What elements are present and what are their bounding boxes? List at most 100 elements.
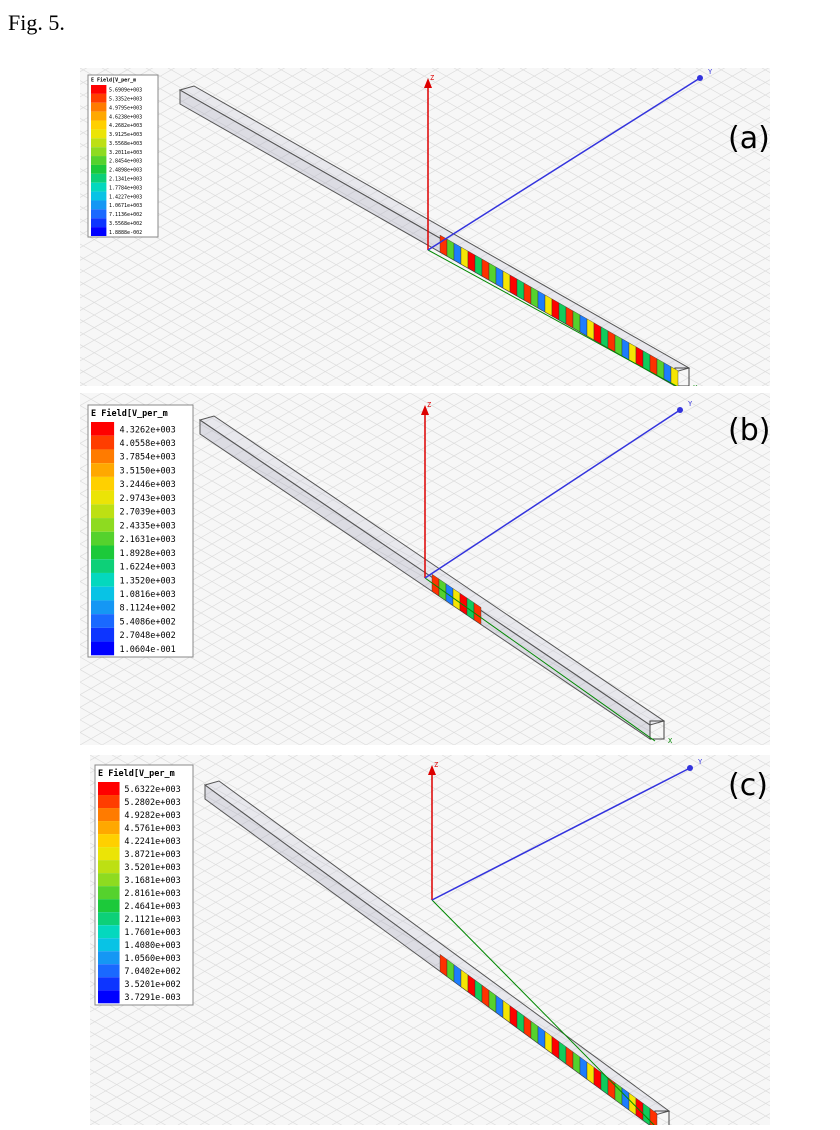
grid <box>573 1012 770 1125</box>
x-axis <box>424 577 656 742</box>
grid <box>0 345 54 745</box>
grid <box>761 381 770 386</box>
grid <box>365 154 770 386</box>
legend-value: 3.2011e+003 <box>109 150 142 156</box>
grid <box>519 393 770 537</box>
legend-swatch <box>91 147 107 157</box>
legend-swatch <box>91 93 107 103</box>
y-arrow <box>687 765 693 771</box>
grid <box>90 755 387 925</box>
grid <box>80 68 506 311</box>
grid <box>761 393 770 398</box>
legend-swatch <box>98 990 120 1004</box>
legend-value: 3.5568e+002 <box>109 221 142 227</box>
legend-value: 2.4335e+003 <box>120 521 176 531</box>
grid <box>90 755 585 1038</box>
grid <box>90 1081 167 1125</box>
legend-swatch <box>98 964 120 978</box>
grid <box>199 798 770 1125</box>
grid <box>375 755 770 981</box>
grid <box>794 755 840 1130</box>
grid <box>80 68 572 349</box>
legend-value: 1.7601e+003 <box>124 928 180 938</box>
grid <box>90 842 585 1125</box>
grid <box>0 725 42 1125</box>
grid <box>255 91 770 386</box>
grid <box>816 755 840 1130</box>
z-arrow <box>421 405 429 415</box>
legend-swatch <box>91 531 115 546</box>
legend-value: 4.2682e+003 <box>109 123 142 129</box>
grid <box>485 755 770 918</box>
legend-value: 3.7854e+003 <box>120 453 176 463</box>
legend-swatch <box>91 641 115 656</box>
legend-value: 2.8454e+003 <box>109 159 142 165</box>
legend-value: 2.1341e+003 <box>109 176 142 182</box>
grid <box>431 192 770 386</box>
grid <box>409 179 770 386</box>
grid <box>828 0 840 386</box>
grid <box>80 218 374 386</box>
grid <box>233 79 770 386</box>
legend-swatch <box>98 886 120 900</box>
legend-swatch <box>98 925 120 939</box>
grid <box>211 68 770 386</box>
legend-value: 5.2802e+003 <box>124 798 180 808</box>
x-axis <box>427 249 678 386</box>
grid <box>343 501 770 745</box>
grid <box>90 1006 299 1125</box>
grid <box>101 68 660 386</box>
grid <box>90 755 717 1113</box>
grid <box>343 142 770 386</box>
panel: X Z Y E Field[V_per_m 5.6909e+003 5.3352e+003… <box>80 0 840 468</box>
port <box>649 720 665 740</box>
grid <box>563 626 770 745</box>
legend-value: 1.7784e+003 <box>109 185 142 191</box>
legend-swatch <box>91 435 115 450</box>
legend-swatch <box>91 422 115 436</box>
grid <box>651 68 770 136</box>
grid <box>80 205 396 386</box>
grid <box>80 68 528 324</box>
z-arrow <box>424 78 432 88</box>
grid <box>90 755 629 1063</box>
grid <box>80 68 484 299</box>
grid <box>828 68 840 468</box>
grid <box>475 576 770 745</box>
grid <box>794 725 840 1125</box>
legend-swatch <box>91 182 107 192</box>
grid <box>90 855 563 1125</box>
grid <box>651 393 770 461</box>
grid <box>497 230 770 386</box>
grid <box>309 755 770 1019</box>
z-axis-label: Z <box>427 401 431 409</box>
grid <box>287 849 770 1125</box>
grid <box>80 243 330 386</box>
grid <box>573 755 770 868</box>
grid <box>519 68 770 212</box>
grid <box>331 874 770 1125</box>
legend-swatch <box>91 518 115 532</box>
legend-value: 5.6909e+003 <box>109 88 142 94</box>
grid <box>233 393 770 700</box>
grid <box>453 393 770 574</box>
grid <box>167 68 726 386</box>
legend-value: 4.0558e+003 <box>120 439 176 449</box>
legend-value: 1.4227e+003 <box>109 194 142 200</box>
legend-value: 2.7039e+003 <box>120 508 176 518</box>
legend-swatch <box>98 873 120 887</box>
grid <box>287 755 770 1031</box>
grid <box>189 413 770 745</box>
legend-value: 2.4898e+003 <box>109 168 142 174</box>
grid <box>585 639 770 745</box>
grid <box>431 68 770 262</box>
grid <box>80 143 506 386</box>
legend-value: 4.5761e+003 <box>124 824 180 834</box>
grid <box>101 68 660 386</box>
caption: Fig. 5. <box>8 10 65 35</box>
grid <box>397 755 770 968</box>
panel: X Z Y E Field[V_per_m 4.3262e+003 4.0558e+003… <box>0 345 770 745</box>
grid <box>607 652 770 745</box>
grid <box>541 255 770 386</box>
grid <box>167 68 726 386</box>
